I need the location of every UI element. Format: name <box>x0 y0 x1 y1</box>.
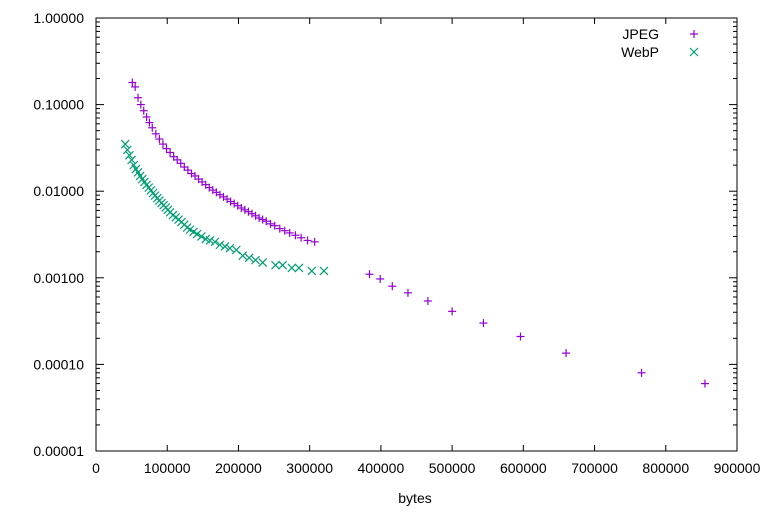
webp-point <box>251 255 260 265</box>
y-tick-label: 0.01000 <box>33 183 84 199</box>
x-tick-label: 800000 <box>642 460 689 476</box>
webp-point <box>287 263 297 273</box>
jpeg-point <box>479 319 488 328</box>
webp-point <box>319 266 329 276</box>
legend: JPEG WebP <box>621 26 699 60</box>
jpeg-point <box>365 270 374 279</box>
webp-point <box>127 155 137 165</box>
x-tick-label: 100000 <box>144 460 191 476</box>
webp-point <box>258 258 268 267</box>
x-tick-label: 500000 <box>429 460 476 476</box>
jpeg-point <box>297 233 306 242</box>
jpeg-point <box>247 209 256 218</box>
jpeg-point <box>158 140 167 149</box>
x-tick-label: 0 <box>92 460 100 476</box>
jpeg-point <box>388 282 397 291</box>
webp-point <box>122 145 132 155</box>
webp-point <box>205 236 215 245</box>
x-tick-label: 300000 <box>286 460 333 476</box>
jpeg-point <box>183 166 192 175</box>
y-tick-label: 0.00001 <box>33 443 84 459</box>
jpeg-point <box>155 135 164 144</box>
webp-point <box>220 242 230 251</box>
y-tick-label: 0.10000 <box>33 97 84 113</box>
data-points <box>120 78 709 388</box>
jpeg-point <box>131 82 140 91</box>
webp-point <box>225 243 235 253</box>
webp-point <box>120 139 130 149</box>
jpeg-point <box>244 207 253 216</box>
x-tick-label: 200000 <box>215 460 262 476</box>
y-tick-label: 1.00000 <box>33 10 84 26</box>
webp-point <box>192 229 202 239</box>
jpeg-point <box>139 106 148 115</box>
webp-point <box>244 253 254 263</box>
jpeg-point <box>448 307 457 316</box>
jpeg-point <box>230 199 239 208</box>
webp-point <box>238 251 248 261</box>
jpeg-point <box>142 112 151 121</box>
jpeg-point <box>403 288 412 297</box>
jpeg-point <box>275 224 284 233</box>
webp-point <box>210 237 220 247</box>
jpeg-point <box>166 148 175 157</box>
jpeg-point <box>376 274 385 283</box>
jpeg-point <box>173 155 182 164</box>
jpeg-point <box>637 368 646 377</box>
x-tick-label: 600000 <box>500 460 547 476</box>
x-axis-label: bytes <box>398 490 431 506</box>
jpeg-point <box>700 379 709 388</box>
jpeg-point <box>285 228 294 237</box>
webp-point <box>125 150 134 160</box>
jpeg-point <box>516 332 525 341</box>
x-tick-label: 700000 <box>571 460 618 476</box>
webp-point <box>307 266 317 276</box>
jpeg-point <box>237 203 246 212</box>
jpeg-point <box>310 237 319 246</box>
y-tick-label: 0.00100 <box>33 270 84 286</box>
jpeg-point <box>151 129 160 138</box>
jpeg-point <box>280 226 289 235</box>
jpeg-point <box>240 205 249 214</box>
webp-point <box>215 240 225 250</box>
jpeg-point <box>134 93 143 102</box>
y-tick-label: 0.00010 <box>33 356 84 372</box>
webp-point <box>271 260 280 270</box>
jpeg-point <box>562 349 571 358</box>
plot-area-frame <box>95 17 738 452</box>
webp-point <box>196 232 206 241</box>
jpeg-point <box>270 221 279 230</box>
webp-point <box>294 263 304 273</box>
legend-marker-webp <box>689 47 699 57</box>
x-tick-label: 900000 <box>714 460 761 476</box>
jpeg-point <box>162 144 171 153</box>
jpeg-point <box>128 78 137 87</box>
jpeg-point <box>176 159 185 168</box>
jpeg-point <box>262 217 271 226</box>
jpeg-point <box>291 231 300 240</box>
axes: 0 100000 200000 300000 400000 500000 600000 700… <box>33 10 760 476</box>
legend-label-webp: WebP <box>621 44 659 60</box>
jpeg-point <box>226 197 235 206</box>
x-tick-label: 400000 <box>358 460 405 476</box>
legend-marker-jpeg <box>690 30 698 38</box>
jpeg-point <box>303 236 312 245</box>
jpeg-point <box>148 123 157 132</box>
jpeg-point <box>266 219 275 228</box>
jpeg-point <box>136 100 145 109</box>
jpeg-point <box>258 215 267 224</box>
jpeg-point <box>255 214 264 223</box>
webp-point <box>278 260 288 270</box>
legend-label-jpeg: JPEG <box>622 26 659 42</box>
jpeg-point <box>145 118 154 127</box>
jpeg-point <box>423 296 432 305</box>
